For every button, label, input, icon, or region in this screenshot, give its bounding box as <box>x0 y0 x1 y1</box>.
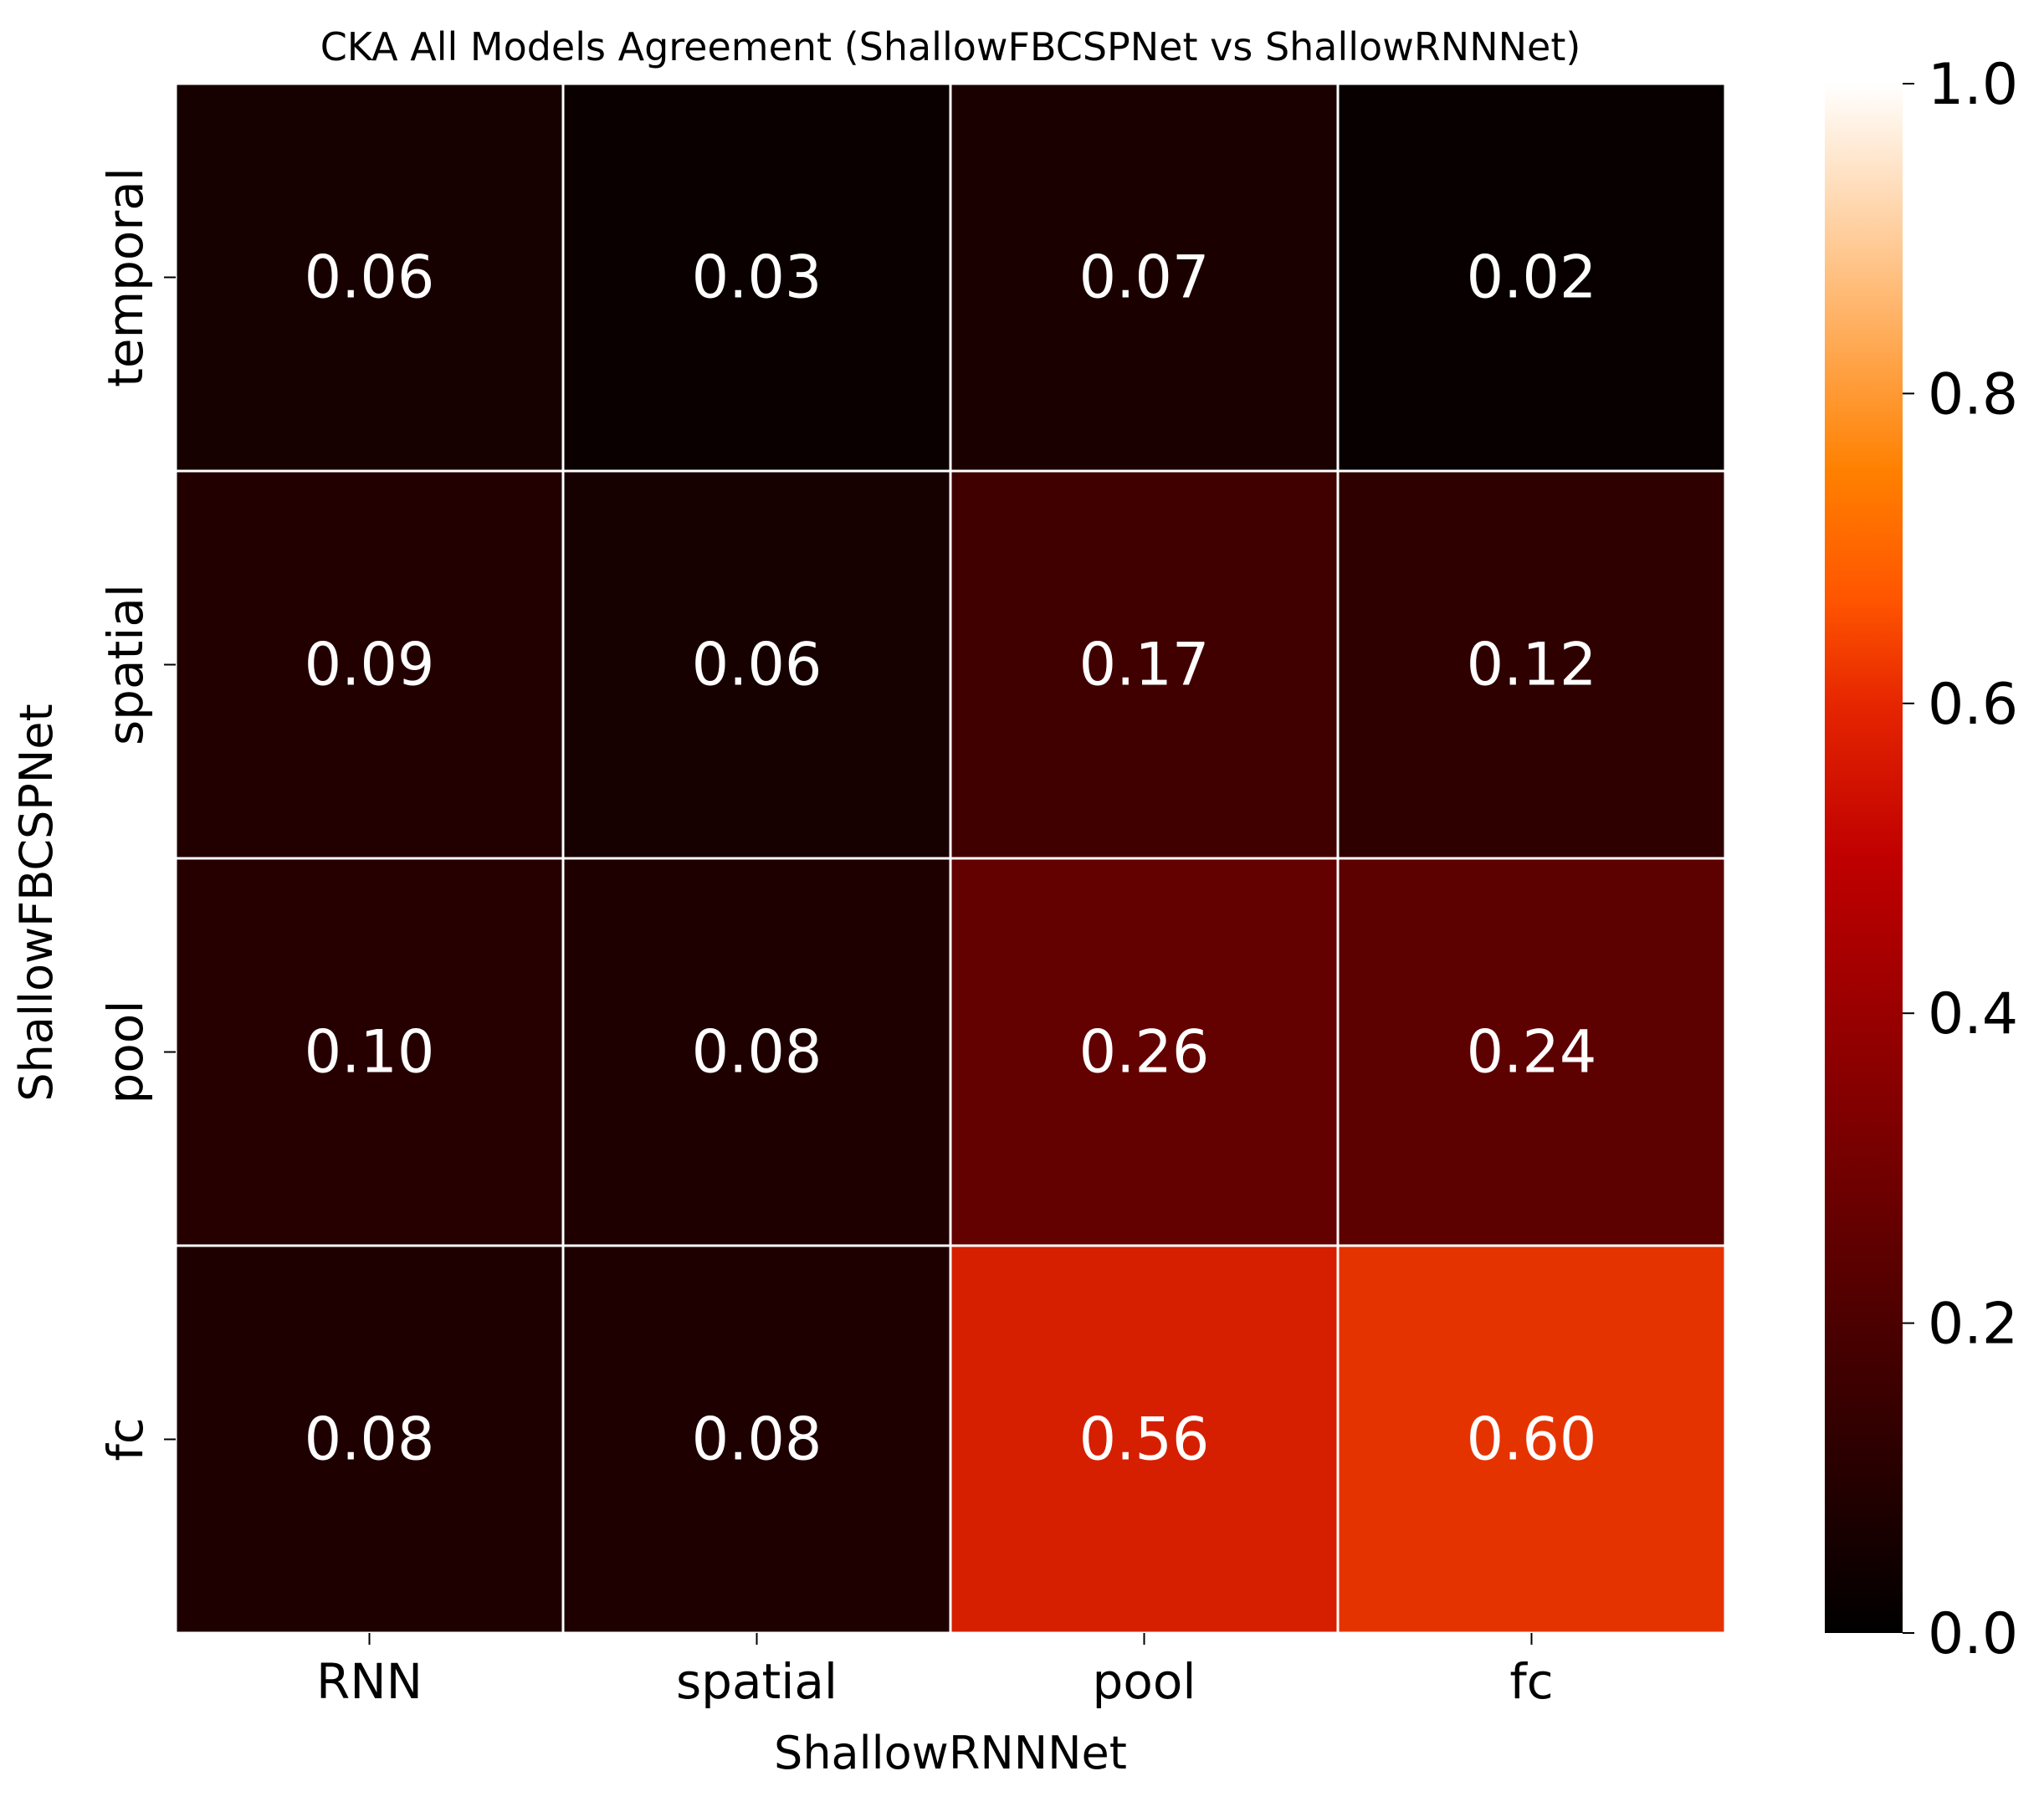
cell-value-label: 0.09 <box>305 631 435 699</box>
heatmap-cell-fc-spatial <box>561 1244 952 1635</box>
heatmap-cell-spatial-RNN <box>174 469 565 860</box>
heatmap-cell-fc-fc <box>1336 1244 1727 1635</box>
cell-value-label: 0.08 <box>305 1405 435 1474</box>
colorbar-tick-label: 0.6 <box>1928 672 2018 738</box>
x-axis-label: ShallowRNNNet <box>774 1727 1127 1779</box>
cell-value-label: 0.07 <box>1079 243 1210 312</box>
heatmap-cell-pool-spatial <box>561 857 952 1247</box>
heatmap-cell-fc-pool <box>949 1244 1340 1635</box>
y-tick-label: fc <box>97 1417 154 1461</box>
colorbar-tick-label: 0.0 <box>1928 1601 2018 1667</box>
colorbar-tick-label: 0.2 <box>1928 1292 2018 1358</box>
heatmap-cells <box>174 82 1727 1635</box>
cell-value-label: 0.08 <box>692 1018 822 1087</box>
colorbar-tick-label: 1.0 <box>1928 52 2018 118</box>
cell-value-label: 0.12 <box>1467 631 1597 699</box>
colorbar <box>1825 84 1903 1633</box>
y-tick-label: pool <box>97 1001 154 1104</box>
heatmap-cell-spatial-pool <box>949 469 1340 860</box>
x-tick-label: spatial <box>676 1653 838 1710</box>
heatmap-cell-fc-RNN <box>174 1244 565 1635</box>
x-tick-label: fc <box>1509 1653 1553 1710</box>
colorbar-tick-label: 0.8 <box>1928 361 2018 427</box>
cell-value-label: 0.17 <box>1079 631 1210 699</box>
heatmap-cell-temporal-spatial <box>561 82 952 473</box>
heatmap-cell-spatial-spatial <box>561 469 952 860</box>
heatmap-cell-temporal-RNN <box>174 82 565 473</box>
heatmap-cell-pool-fc <box>1336 857 1727 1247</box>
heatmap-cell-spatial-fc <box>1336 469 1727 860</box>
cell-value-label: 0.10 <box>305 1018 435 1087</box>
x-tick-label: pool <box>1093 1653 1196 1710</box>
heatmap-cell-temporal-pool <box>949 82 1340 473</box>
cell-value-label: 0.06 <box>305 243 435 312</box>
cell-value-label: 0.56 <box>1079 1405 1210 1474</box>
y-axis: temporal spatial pool fc <box>97 167 176 1461</box>
cell-annotations: 0.06 0.03 0.07 0.02 0.09 0.06 0.17 0.12 0.10 0.08… <box>305 243 1597 1474</box>
cell-value-label: 0.26 <box>1079 1018 1210 1087</box>
cell-value-label: 0.08 <box>692 1405 822 1474</box>
y-axis-label: ShallowFBCSPNet <box>10 704 63 1101</box>
cell-value-label: 0.24 <box>1467 1018 1597 1087</box>
x-axis: RNN spatial pool fc <box>316 1633 1554 1710</box>
heatmap-cell-temporal-fc <box>1336 82 1727 473</box>
y-tick-label: spatial <box>97 584 154 745</box>
colorbar-ticks: 0.0 0.2 0.4 0.6 0.8 1.0 <box>1903 52 2018 1667</box>
cell-value-label: 0.60 <box>1467 1405 1597 1474</box>
cell-value-label: 0.02 <box>1467 243 1597 312</box>
cell-value-label: 0.06 <box>692 631 822 699</box>
colorbar-tick-label: 0.4 <box>1928 981 2018 1047</box>
chart-title: CKA All Models Agreement (ShallowFBCSPNe… <box>320 24 1581 69</box>
y-tick-label: temporal <box>97 167 154 387</box>
cell-value-label: 0.03 <box>692 243 822 312</box>
x-tick-label: RNN <box>316 1653 423 1710</box>
